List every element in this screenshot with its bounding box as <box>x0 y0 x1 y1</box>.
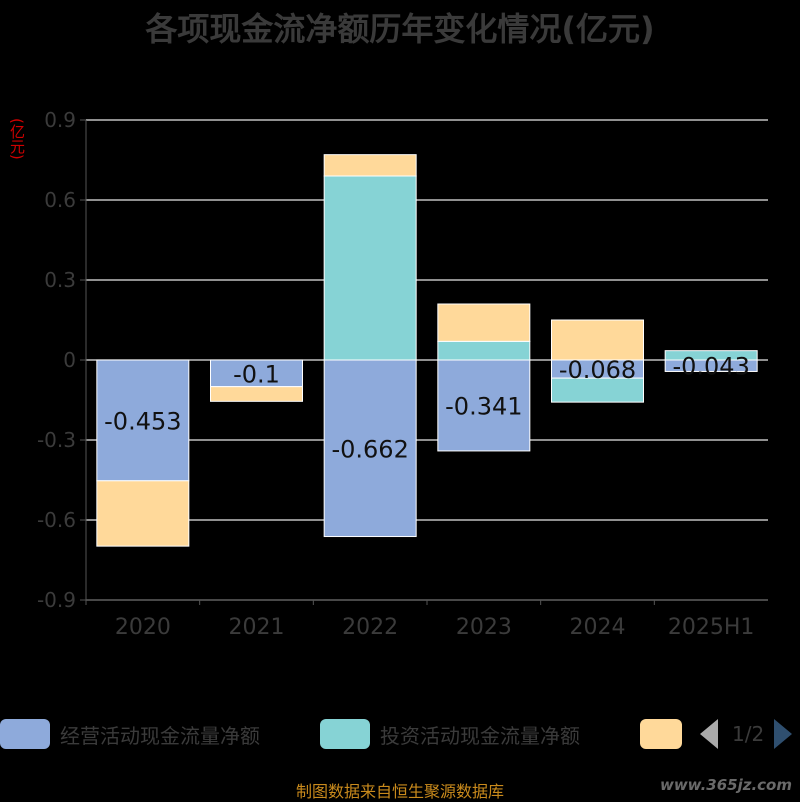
data-label: -0.453 <box>104 407 181 435</box>
legend-swatch-operating <box>0 719 50 749</box>
data-source-note: 制图数据来自恒生聚源数据库 <box>295 782 504 801</box>
bar-segment-0-1 <box>210 359 303 388</box>
bar-segment-1-3 <box>437 340 531 361</box>
x-tick-label: 2023 <box>456 615 512 640</box>
x-tick-label: 2020 <box>115 615 171 640</box>
data-label: -0.068 <box>559 356 636 384</box>
bar-segment-2-1 <box>210 386 303 402</box>
pager-text: 1/2 <box>732 722 765 746</box>
legend-label-investing: 投资活动现金流量净额 <box>380 723 580 748</box>
x-tick-label: 2024 <box>570 615 626 640</box>
bar-chart: 0.9 0.6 0.3 0 -0.3 -0.6 -0.9 -0.453 -0.1 -0.662 -0… <box>37 108 768 640</box>
data-label: -0.341 <box>445 392 522 420</box>
x-tick-label: 2022 <box>342 615 398 640</box>
bar-segment-1-4 <box>551 377 644 403</box>
bar-segment-2-3 <box>437 303 531 342</box>
legend: 经营活动现金流量净额 投资活动现金流量净额 1/2 <box>0 714 800 754</box>
legend-item-operating[interactable]: 经营活动现金流量净额 <box>0 714 260 754</box>
bar-segment-0-0 <box>96 359 190 482</box>
data-label: -0.1 <box>233 360 280 388</box>
legend-label-operating: 经营活动现金流量净额 <box>60 723 260 748</box>
watermark: www.365jz.com <box>659 776 792 794</box>
y-tick-label: -0.3 <box>37 428 76 452</box>
data-label: -0.043 <box>672 353 749 381</box>
y-tick-label: -0.9 <box>37 588 76 612</box>
legend-item-investing[interactable]: 投资活动现金流量净额 <box>320 714 580 754</box>
bar-segment-0-2 <box>323 359 417 538</box>
x-tick-label: 2021 <box>229 615 285 640</box>
y-tick-label: 0.9 <box>44 108 76 132</box>
legend-swatch-investing <box>320 719 370 749</box>
x-tick-label: 2025H1 <box>668 615 755 640</box>
bar-segment-2-4 <box>551 319 644 361</box>
bar-segment-2-0 <box>96 480 190 547</box>
y-tick-label: 0.6 <box>44 188 76 212</box>
prev-page-icon[interactable] <box>700 719 718 749</box>
bar-segment-1-5 <box>664 350 758 361</box>
bar-segment-1-2 <box>323 175 417 361</box>
y-tick-label: -0.6 <box>37 508 76 532</box>
legend-item-financing[interactable] <box>640 714 682 754</box>
bar-segment-2-2 <box>323 154 417 177</box>
legend-swatch-financing <box>640 719 682 749</box>
y-tick-label: 0.3 <box>44 268 76 292</box>
y-axis-unit: (亿元) <box>8 118 26 160</box>
chart-title: 各项现金流净额历年变化情况(亿元) <box>145 10 655 48</box>
y-tick-label: 0 <box>63 348 76 372</box>
legend-pager: 1/2 <box>700 714 793 754</box>
next-page-icon[interactable] <box>774 719 793 749</box>
data-label: -0.662 <box>331 435 408 463</box>
